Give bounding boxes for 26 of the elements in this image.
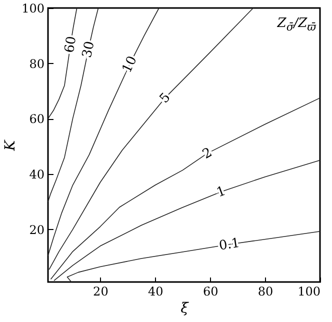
line-series	[48, 8, 160, 256]
annotation: Z$_{σ̄}$/Z$_{ϖ̄}$	[277, 16, 316, 34]
y-tick-label: 40	[29, 168, 44, 182]
x-tick-label: 80	[258, 284, 274, 298]
text: 1	[214, 184, 228, 201]
x-axis-title: ξ	[180, 300, 190, 316]
text: 30	[80, 40, 98, 60]
y-tick-label: 80	[29, 56, 44, 71]
x-tick-label: 20	[93, 284, 108, 298]
y-tick-label: 100	[22, 2, 44, 16]
text: 2	[200, 145, 215, 162]
y-tick-label: 60	[29, 112, 44, 126]
x-tick-label: 40	[148, 284, 164, 298]
line-series	[54, 160, 320, 282]
line-series	[66, 230, 320, 282]
x-tick-label: 60	[202, 284, 218, 298]
line-series	[48, 8, 254, 270]
text: 5	[157, 90, 174, 106]
y-tick-label: 20	[29, 222, 44, 237]
text: 10	[120, 54, 140, 76]
text: 60	[62, 35, 80, 54]
y-axis-title: K	[2, 138, 19, 152]
line-series	[48, 8, 99, 202]
x-tick-label: 100	[298, 284, 320, 298]
text: 0.1	[218, 236, 241, 254]
line-series	[48, 8, 78, 120]
